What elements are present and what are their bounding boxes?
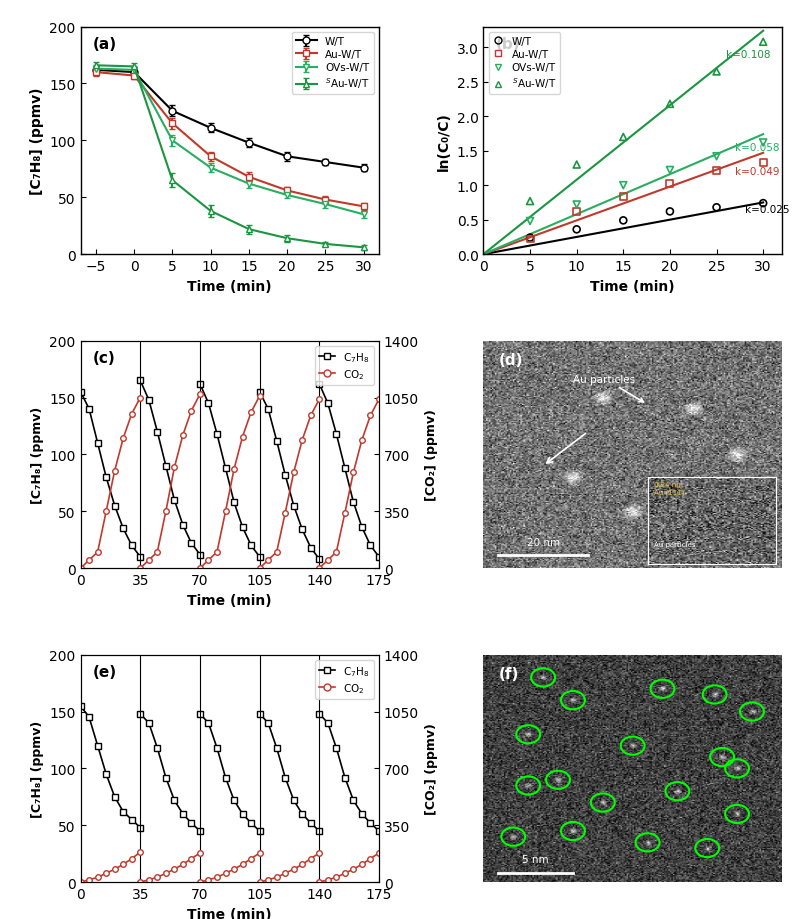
- Point: [570, 205, 583, 220]
- Point: [710, 150, 723, 165]
- Legend: W/T, Au-W/T, OVs-W/T, $^S$Au-W/T: W/T, Au-W/T, OVs-W/T, $^S$Au-W/T: [488, 33, 560, 96]
- Point: [524, 233, 537, 247]
- Legend: W/T, Au-W/T, OVs-W/T, $^S$Au-W/T: W/T, Au-W/T, OVs-W/T, $^S$Au-W/T: [292, 33, 374, 96]
- X-axis label: Time (min): Time (min): [188, 279, 272, 293]
- Y-axis label: [CO₂] (ppmv): [CO₂] (ppmv): [425, 722, 438, 814]
- Point: [524, 214, 537, 229]
- Point: [710, 165, 723, 179]
- Point: [524, 231, 537, 245]
- Text: (c): (c): [93, 350, 115, 366]
- Y-axis label: [C₇H₈] (ppmv): [C₇H₈] (ppmv): [31, 720, 44, 817]
- Point: [710, 65, 723, 80]
- Text: (f): (f): [498, 666, 519, 681]
- Point: [617, 130, 629, 145]
- Point: [570, 222, 583, 237]
- Point: [757, 156, 770, 171]
- Point: [570, 198, 583, 212]
- Point: [757, 197, 770, 211]
- Point: [710, 200, 723, 215]
- Legend: C$_7$H$_8$, CO$_2$: C$_7$H$_8$, CO$_2$: [315, 660, 374, 699]
- Point: [757, 136, 770, 151]
- Point: [663, 176, 676, 191]
- Text: (b): (b): [496, 37, 520, 51]
- Text: 20 nm: 20 nm: [526, 538, 559, 548]
- Point: [617, 214, 629, 229]
- X-axis label: Time (min): Time (min): [188, 907, 272, 919]
- X-axis label: Time (min): Time (min): [590, 279, 675, 293]
- Point: [617, 178, 629, 193]
- Y-axis label: [CO₂] (ppmv): [CO₂] (ppmv): [425, 409, 438, 501]
- Point: [663, 205, 676, 220]
- Point: [524, 195, 537, 210]
- Point: [570, 158, 583, 173]
- Text: k=0.058: k=0.058: [735, 143, 779, 153]
- Text: (a): (a): [93, 37, 117, 51]
- Legend: C$_7$H$_8$, CO$_2$: C$_7$H$_8$, CO$_2$: [315, 346, 374, 385]
- Text: 5 nm: 5 nm: [522, 854, 549, 864]
- Y-axis label: ln(C₀/C): ln(C₀/C): [437, 112, 451, 171]
- Text: k=0.049: k=0.049: [735, 167, 779, 177]
- Text: (e): (e): [93, 664, 117, 679]
- X-axis label: Time (min): Time (min): [188, 593, 272, 607]
- Point: [663, 164, 676, 178]
- Point: [663, 97, 676, 112]
- Point: [757, 35, 770, 50]
- Y-axis label: [C₇H₈] (ppmv): [C₇H₈] (ppmv): [31, 406, 44, 504]
- Text: k=0.108: k=0.108: [726, 51, 771, 60]
- Text: Au particles: Au particles: [573, 374, 643, 403]
- Y-axis label: [C₇H₈] (ppmv): [C₇H₈] (ppmv): [30, 87, 44, 195]
- Point: [617, 190, 629, 205]
- Text: k=0.025: k=0.025: [745, 205, 789, 215]
- Text: (d): (d): [498, 353, 523, 368]
